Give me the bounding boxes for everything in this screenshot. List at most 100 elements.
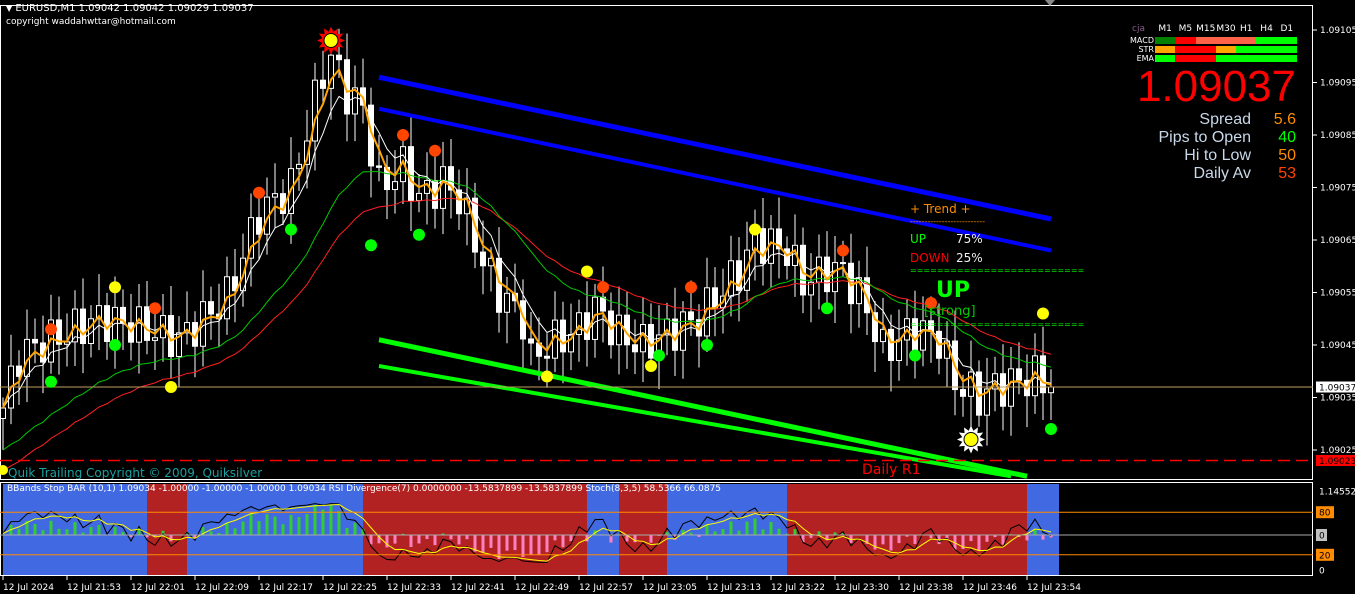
y-tick-label: 1.09045: [1320, 341, 1355, 351]
histogram-bar: [73, 522, 77, 535]
shift-marker-icon: [1045, 0, 1055, 6]
timeframe-m1: M1: [1158, 24, 1172, 34]
candle-body: [304, 140, 310, 165]
histogram-bar: [769, 521, 773, 535]
candle-body: [320, 79, 326, 89]
sub-level-tag-bg: [1316, 548, 1334, 561]
sub-level-tag-bg: [1316, 529, 1327, 541]
candle-body: [16, 365, 22, 377]
histogram-bar: [977, 535, 981, 551]
signal-cell: [1155, 46, 1176, 53]
stat-value: 53: [1278, 165, 1296, 182]
histogram-bar: [729, 521, 733, 535]
histogram-bar: [1049, 535, 1053, 538]
signal-dot: [429, 144, 441, 157]
dropdown-triangle-icon[interactable]: ▼: [6, 4, 13, 13]
histogram-bar: [505, 535, 509, 551]
candle-body: [480, 251, 486, 267]
bband-state-block: [667, 484, 787, 575]
signal-cell: [1236, 37, 1257, 44]
histogram-bar: [161, 530, 165, 535]
histogram-bar: [521, 535, 525, 557]
candle-body: [960, 389, 966, 397]
candle-body: [584, 312, 590, 340]
histogram-bar: [545, 535, 549, 553]
x-tick-label: 12 Jul 22:49: [515, 583, 569, 593]
x-tick-label: 12 Jul 22:17: [259, 583, 313, 593]
candle-body: [136, 306, 142, 343]
candle-body: [688, 311, 694, 321]
histogram-bar: [881, 535, 885, 545]
y-tick-label: 1.09065: [1320, 236, 1355, 246]
timeframe-m15: M15: [1196, 24, 1216, 34]
stat-row: Spread 5.6: [1120, 111, 1300, 129]
signal-row-ema: EMA: [1120, 54, 1300, 63]
signal-dot: [397, 129, 409, 141]
sun-marker-icon: [317, 26, 345, 55]
x-tick-label: 12 Jul 22:33: [387, 583, 441, 593]
histogram-bar: [625, 535, 629, 542]
histogram-bar: [945, 535, 949, 539]
signal-dot: [45, 375, 57, 388]
histogram-bar: [457, 535, 461, 545]
trend-divider: ==========================: [910, 320, 1085, 329]
histogram-bar: [513, 535, 517, 551]
signal-cell: [1155, 55, 1176, 62]
sun-core: [963, 432, 979, 447]
candle-body: [328, 54, 334, 89]
candle-body: [208, 301, 214, 315]
candle-body: [776, 228, 782, 250]
channel-line: [378, 364, 1012, 479]
x-tick-label: 12 Jul 23:13: [707, 583, 761, 593]
signal-row-str: STR: [1120, 45, 1300, 54]
stat-label: Spread: [1199, 111, 1251, 128]
signal-dot: [149, 302, 161, 315]
candle-body: [648, 323, 654, 359]
signal-dot: [1045, 423, 1057, 435]
x-tick-label: 12 Jul 23:30: [835, 583, 889, 593]
histogram-bar: [449, 535, 453, 540]
candle-body: [0, 407, 6, 419]
x-tick-label: 12 Jul 22:41: [451, 583, 505, 593]
histogram-bar: [833, 532, 837, 535]
histogram-bar: [961, 535, 965, 550]
signal-cell: [1195, 46, 1216, 53]
candle-body: [336, 54, 342, 61]
histogram-bar: [89, 526, 93, 535]
candle-body: [456, 189, 462, 215]
signal-cell: [1195, 55, 1216, 62]
x-tick-label: 12 Jul 22:25: [323, 583, 377, 593]
daily-r1-price-tag-bg: [1316, 455, 1355, 466]
x-tick-label: 12 Jul 23:38: [899, 583, 953, 593]
candle-body: [896, 339, 902, 362]
histogram-bar: [633, 535, 637, 543]
y-tick-label: 1.09025: [1320, 446, 1355, 456]
histogram-bar: [441, 533, 445, 535]
histogram-bar: [185, 532, 189, 535]
x-tick-label: 12 Jul 2024: [3, 583, 54, 593]
signal-dot: [109, 281, 121, 294]
timeframe-h4: H4: [1260, 24, 1273, 34]
signal-dot: [701, 339, 713, 351]
histogram-bar: [377, 535, 381, 544]
histogram-bar: [553, 535, 557, 541]
x-tick-label: 12 Jul 22:01: [131, 583, 185, 593]
candle-body: [440, 166, 446, 209]
bband-state-block: [619, 484, 667, 575]
sub-axis-label: 80: [1319, 509, 1331, 519]
candle-body: [32, 338, 38, 344]
indicator-readout: BBands Stop BAR (10,1) 1.09034 -1.00000 …: [7, 484, 722, 494]
current-price-tag-bg: [1316, 381, 1355, 393]
current-price-tag: 1.09037: [1319, 384, 1355, 394]
candle-body: [48, 319, 54, 363]
histogram-bar: [865, 535, 869, 544]
histogram-bar: [969, 535, 973, 542]
histogram-bar: [361, 528, 365, 535]
sun-marker-icon: [957, 425, 985, 454]
histogram-bar: [273, 516, 277, 535]
signal-cell: [1256, 55, 1277, 62]
x-tick-label: 12 Jul 23:46: [963, 583, 1017, 593]
stat-label: Hi to Low: [1184, 147, 1251, 164]
histogram-bar: [1001, 535, 1005, 545]
